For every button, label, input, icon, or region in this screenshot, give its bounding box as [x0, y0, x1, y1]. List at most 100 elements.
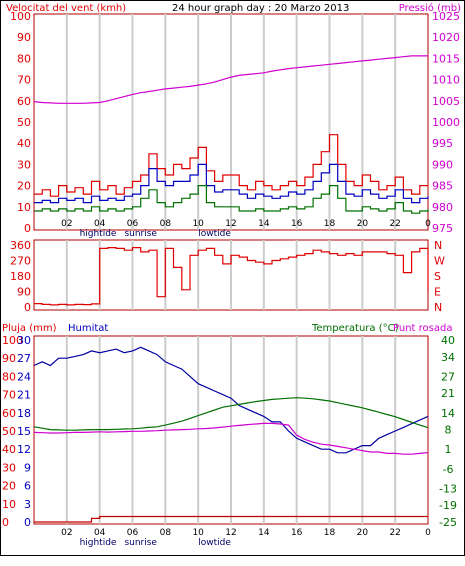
hour-tick-label: 20 [357, 528, 369, 538]
pressure-tick-label: 985 [432, 180, 453, 193]
wind-speed-tick-label: 60 [17, 95, 31, 108]
temperature-tick-label: 21 [441, 387, 455, 400]
humidity-tick-label: 60 [2, 407, 16, 420]
hour-tick-label: 18 [324, 219, 336, 229]
wind-speed-tick-label: 30 [17, 158, 31, 171]
wind-speed-tick-label: 40 [17, 137, 31, 150]
rain-tick-label: 18 [17, 407, 31, 420]
wind-speed-tick-label: 10 [17, 201, 31, 214]
compass-label: E [434, 286, 441, 299]
pressure-tick-label: 995 [432, 137, 453, 150]
hour-tick-label: 0 [425, 528, 431, 538]
rain-tick-label: 21 [17, 389, 31, 402]
direction-tick-label: 0 [24, 301, 31, 314]
pressure-tick-label: 1015 [432, 52, 460, 65]
wind-speed-tick-label: 70 [17, 74, 31, 87]
hour-tick-label: 12 [225, 528, 236, 538]
pressure-tick-label: 1000 [432, 116, 460, 129]
hour-tick-label: 04 [94, 528, 106, 538]
temperature-tick-label: 14 [441, 407, 455, 420]
wind-speed-tick-label: 90 [17, 31, 31, 44]
event-label-sunrise: sunrise [124, 229, 157, 239]
rain-tick-label: 0 [24, 516, 31, 529]
hour-tick-label: 10 [192, 219, 204, 229]
event-label-lowtide: lowtide [198, 229, 231, 239]
hour-tick-label: 06 [127, 528, 139, 538]
dewpoint-axis-title: Punt rosada [393, 323, 452, 334]
direction-tick-label: 180 [10, 270, 31, 283]
event-label-lowtide: lowtide [198, 538, 231, 548]
series-temperature-line [33, 397, 429, 431]
direction-tick-label: 270 [10, 255, 31, 268]
pressure-tick-label: 1020 [432, 31, 460, 44]
temperature-tick-label: -13 [439, 482, 457, 495]
humidity-tick-label: 50 [2, 425, 16, 438]
humidity-tick-label: 80 [2, 370, 16, 383]
pressure-tick-label: 1005 [432, 95, 460, 108]
pressure-tick-label: 990 [432, 158, 453, 171]
rain-tick-label: 30 [17, 334, 31, 347]
hour-tick-label: 04 [94, 219, 106, 229]
compass-label: N [434, 239, 442, 252]
hour-tick-label: 22 [389, 528, 400, 538]
pressure-tick-label: 1010 [432, 74, 460, 87]
humidity-tick-label: 10 [2, 498, 16, 511]
humidity-tick-label: 100 [2, 334, 23, 347]
event-label-hightide: hightide [80, 229, 117, 239]
hour-tick-label: 16 [291, 528, 303, 538]
hour-tick-label: 14 [258, 219, 270, 229]
hour-tick-label: 08 [160, 219, 172, 229]
hour-tick-label: 02 [61, 528, 72, 538]
direction-tick-label: 90 [17, 286, 31, 299]
compass-label: W [434, 255, 445, 268]
humidity-axis-title: Humitat [68, 323, 108, 334]
rain-tick-label: 9 [24, 461, 31, 474]
pressure-tick-label: 975 [432, 222, 453, 235]
chart-title: 24 hour graph day : 20 Marzo 2013 [172, 3, 349, 14]
pressure-axis-title: Pressió (mb) [399, 2, 461, 14]
series-average-line [34, 163, 429, 204]
hour-tick-label: 10 [192, 528, 204, 538]
wind-pressure-lines [33, 55, 429, 214]
wind-speed-tick-label: 20 [17, 180, 31, 193]
wind-speed-tick-label: 50 [17, 116, 31, 129]
wind-pressure-axes: 0102030405060708090100975980985990995100… [10, 10, 460, 239]
wind-direction-lines [34, 247, 429, 306]
humidity-tick-label: 40 [2, 443, 16, 456]
hour-tick-label: 20 [357, 219, 369, 229]
hour-tick-label: 14 [258, 528, 270, 538]
temperature-axis-title: Temperatura (°C) [311, 323, 399, 334]
temperature-tick-label: 1 [445, 443, 452, 456]
series-pressure-line [33, 55, 428, 104]
temperature-tick-label: -25 [439, 516, 457, 529]
temperature-tick-label: 8 [445, 424, 452, 437]
wind-speed-tick-label: 0 [24, 222, 31, 235]
rain-humidity-temp-lines [33, 346, 429, 523]
series-minimum-line [34, 185, 429, 214]
temperature-tick-label: 34 [441, 351, 455, 364]
hour-tick-label: 02 [61, 219, 72, 229]
compass-label: S [434, 270, 441, 283]
wind-axis-title: Velocitat del vent (kmh) [6, 3, 126, 14]
humidity-tick-label: 90 [2, 352, 16, 365]
humidity-tick-label: 30 [2, 461, 16, 474]
rain-axis-title: Pluja (mm) [2, 323, 57, 334]
humidity-tick-label: 20 [2, 480, 16, 493]
direction-tick-label: 360 [10, 239, 31, 252]
rain-tick-label: 3 [24, 498, 31, 511]
rain-tick-label: 24 [17, 370, 31, 383]
hour-tick-label: 0 [425, 219, 431, 229]
temperature-tick-label: -19 [439, 499, 457, 512]
rain-tick-label: 6 [24, 480, 31, 493]
hour-tick-label: 08 [160, 528, 172, 538]
hour-tick-label: 06 [127, 219, 139, 229]
event-label-sunrise: sunrise [124, 538, 157, 548]
wind-speed-tick-label: 100 [10, 10, 31, 23]
rain-tick-label: 27 [17, 352, 31, 365]
rain-humidity-temp-grid [65, 336, 397, 524]
rain-tick-label: 12 [17, 443, 31, 456]
pressure-tick-label: 1025 [432, 10, 460, 23]
hour-tick-label: 22 [389, 219, 400, 229]
hour-tick-label: 18 [324, 528, 336, 538]
